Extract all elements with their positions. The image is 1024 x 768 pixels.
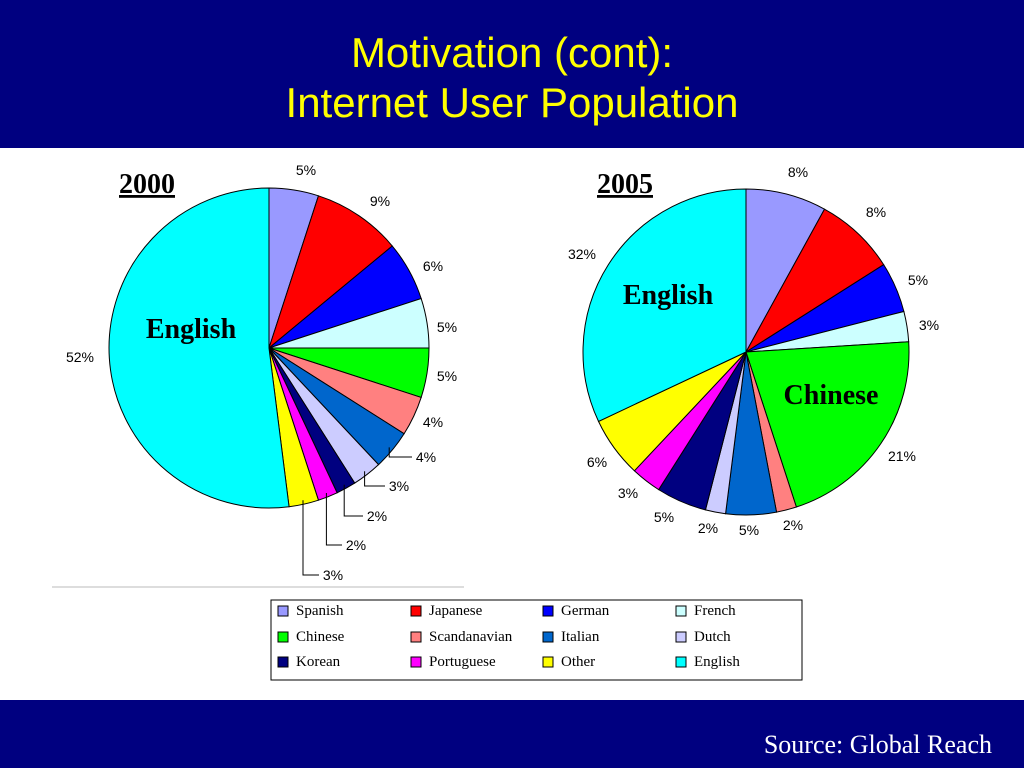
- slice-label-chinese: 21%: [888, 448, 916, 464]
- pie-charts: 5%9%6%5%5%4%4%3%2%2%3%52%2000English8%8%…: [52, 162, 939, 681]
- slice-label-scandanavian: 2%: [783, 517, 803, 533]
- legend-swatch-chinese: [277, 631, 289, 643]
- slice-label-korean: 5%: [654, 509, 674, 525]
- chart-panel: 5% 9% 6% 5% 5% 4% 4% 3% 2% 2% 3% 52% 2000 English 8% 8%…: [0, 148, 1024, 700]
- slice-label-french: 5%: [437, 319, 457, 335]
- legend-swatch-english: [675, 656, 687, 668]
- inside-label-english: English: [623, 280, 714, 311]
- legend-label-italian: Italian: [561, 629, 600, 645]
- slice-label-chinese: 5%: [437, 368, 457, 384]
- legend-swatch-scandanavian: [410, 631, 422, 643]
- legend-swatch-portuguese: [410, 656, 422, 668]
- legend-swatch-japanese: [410, 605, 422, 617]
- slice-label-english: 32%: [568, 246, 596, 262]
- pie-title: 2005: [597, 169, 653, 200]
- slice-label-korean: 2%: [367, 508, 387, 524]
- slide-title: Motivation (cont): Internet User Populat…: [0, 0, 1024, 148]
- legend-label-dutch: Dutch: [694, 629, 731, 645]
- slice-chinese: [745, 341, 910, 508]
- legend-label-japanese: Japanese: [429, 603, 483, 619]
- legend-swatch-italian: [542, 631, 554, 643]
- pie-chart-2005: 8% 8% 5% 3% 21% 2% 5% 2% 5% 3% 6% 32% 2005 English Chi…: [568, 164, 939, 538]
- title-line-2: Internet User Population: [285, 79, 739, 126]
- inside-label-chinese: Chinese: [784, 380, 879, 411]
- legend-swatch-spanish: [277, 605, 289, 617]
- legend-swatch-dutch: [675, 631, 687, 643]
- legend-swatch-korean: [277, 656, 289, 668]
- slice-label-other: 6%: [587, 454, 607, 470]
- slice-label-other: 3%: [323, 567, 343, 583]
- legend-box: [270, 599, 803, 681]
- slice-label-japanese: 8%: [866, 204, 886, 220]
- slice-label-spanish: 8%: [788, 164, 808, 180]
- leader-line-portuguese: [325, 493, 342, 546]
- legend-label-portuguese: Portuguese: [429, 654, 496, 670]
- leader-line-dutch: [364, 471, 385, 487]
- source-footer: Source: Global Reach: [763, 730, 992, 759]
- slice-label-portuguese: 2%: [346, 537, 366, 553]
- slice-label-german: 5%: [908, 272, 928, 288]
- pie-title: 2000: [119, 169, 175, 200]
- title-line-1: Motivation (cont):: [350, 29, 674, 76]
- slice-english: [108, 187, 290, 509]
- legend-label-chinese: Chinese: [296, 629, 345, 645]
- slice-label-italian: 4%: [416, 449, 436, 465]
- legend-label-spanish: Spanish: [296, 603, 344, 619]
- legend-label-other: Other: [561, 654, 595, 670]
- leader-line-korean: [343, 484, 363, 517]
- legend-label-english: English: [694, 654, 740, 670]
- slice-label-french: 3%: [919, 317, 939, 333]
- legend-swatch-german: [542, 605, 554, 617]
- slice-label-dutch: 3%: [389, 478, 409, 494]
- slice-label-japanese: 9%: [370, 193, 390, 209]
- slice-label-italian: 5%: [739, 522, 759, 538]
- slice-label-german: 6%: [423, 258, 443, 274]
- legend-label-german: German: [561, 603, 610, 619]
- slice-label-portuguese: 3%: [618, 485, 638, 501]
- legend-label-french: French: [694, 603, 736, 619]
- slice-label-scandanavian: 4%: [423, 414, 443, 430]
- legend-swatch-french: [675, 605, 687, 617]
- inside-label-english: English: [146, 314, 237, 345]
- slice-label-spanish: 5%: [296, 162, 316, 178]
- leader-line-other: [302, 500, 319, 576]
- slice-english: [582, 188, 747, 423]
- slice-label-dutch: 2%: [698, 520, 718, 536]
- legend-swatch-other: [542, 656, 554, 668]
- slice-label-english: 52%: [66, 349, 94, 365]
- legend: Spanish Japanese German French Chinese Scanda…: [270, 599, 803, 681]
- slice-japanese: [267, 195, 393, 350]
- legend-label-korean: Korean: [296, 654, 341, 670]
- legend-label-scandanavian: Scandanavian: [429, 629, 513, 645]
- leader-line-italian: [388, 447, 412, 458]
